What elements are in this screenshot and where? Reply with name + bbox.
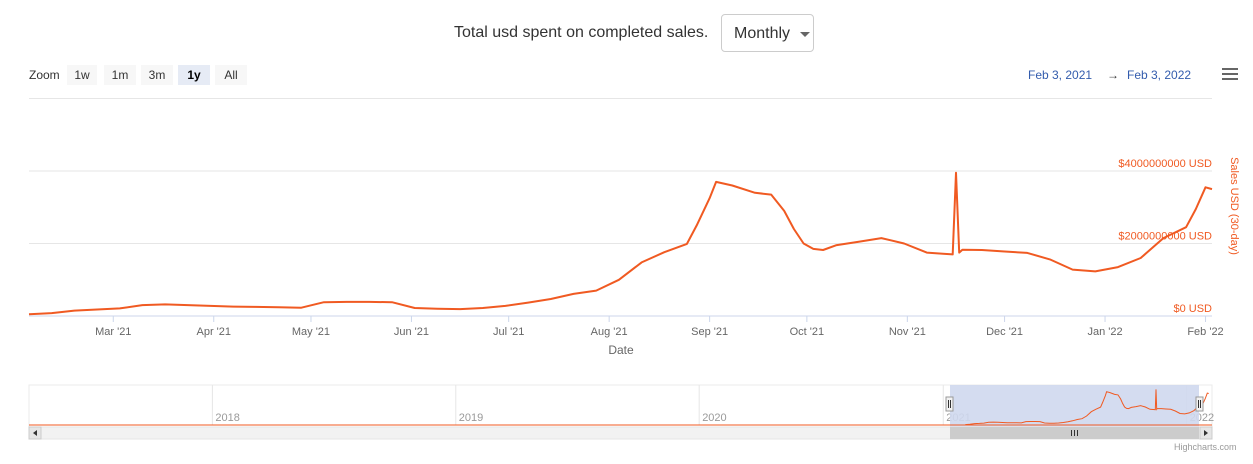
range-to-date[interactable]: Feb 3, 2022 bbox=[1127, 68, 1192, 82]
credits-link[interactable]: Highcharts.com bbox=[1174, 442, 1237, 452]
x-tick-label: Jun '21 bbox=[394, 326, 429, 338]
range-arrow: → bbox=[1107, 68, 1119, 82]
series-line-sales-usd bbox=[28, 171, 1213, 316]
zoom-1m-button[interactable]: 1m bbox=[104, 65, 136, 85]
x-tick-label: Aug '21 bbox=[591, 326, 628, 338]
y-axis-title: Sales USD (30-day) bbox=[1228, 157, 1240, 255]
navigator-series-line bbox=[965, 389, 1209, 426]
chart-title: Total usd spent on completed sales. bbox=[454, 24, 709, 41]
y-tick-label: $0 USD bbox=[1173, 303, 1212, 315]
x-tick-label: Feb '22 bbox=[1187, 326, 1223, 338]
x-axis-title: Date bbox=[608, 343, 634, 357]
zoom-all-button[interactable]: All bbox=[215, 65, 247, 85]
scrollbar-grip-icon bbox=[1071, 430, 1078, 436]
grid-lines bbox=[29, 170, 1212, 244]
arrow-left-icon bbox=[33, 430, 37, 436]
navigator-year-label: 2020 bbox=[702, 412, 726, 424]
menu-icon[interactable] bbox=[1222, 68, 1238, 82]
zoom-3m-button[interactable]: 3m bbox=[141, 65, 173, 85]
chart-header: Total usd spent on completed sales. Mont… bbox=[0, 14, 1253, 54]
y-tick-label: $4000000000 USD bbox=[1118, 158, 1212, 170]
zoom-1w-button[interactable]: 1w bbox=[67, 65, 97, 85]
x-tick-label: Nov '21 bbox=[889, 326, 926, 338]
x-tick-label: May '21 bbox=[292, 326, 330, 338]
arrow-right-icon bbox=[1204, 430, 1208, 436]
x-tick-label: Jul '21 bbox=[493, 326, 524, 338]
zoom-label: Zoom bbox=[29, 68, 60, 82]
range-from-date[interactable]: Feb 3, 2021 bbox=[1028, 68, 1093, 82]
x-tick-label: Jan '22 bbox=[1087, 326, 1122, 338]
x-tick-label: Mar '21 bbox=[95, 326, 131, 338]
navigator-year-label: 2019 bbox=[459, 412, 483, 424]
chevron-down-icon bbox=[800, 32, 810, 37]
x-tick-label: Apr '21 bbox=[196, 326, 231, 338]
period-select[interactable]: Monthly bbox=[721, 14, 814, 52]
x-tick-label: Oct '21 bbox=[790, 326, 825, 338]
x-tick-label: Sep '21 bbox=[691, 326, 728, 338]
navigator-handle-right[interactable] bbox=[1195, 396, 1204, 412]
x-axis-ticks: Mar '21 Apr '21 May '21 Jun '21 Jul '21 Aug '… bbox=[95, 316, 1224, 338]
navigator-year-label: 2018 bbox=[215, 412, 239, 424]
header-divider bbox=[29, 98, 1212, 99]
navigator-handle-left[interactable] bbox=[945, 396, 954, 412]
zoom-1y-button[interactable]: 1y bbox=[178, 65, 210, 85]
x-tick-label: Dec '21 bbox=[986, 326, 1023, 338]
period-select-value: Monthly bbox=[734, 25, 791, 42]
